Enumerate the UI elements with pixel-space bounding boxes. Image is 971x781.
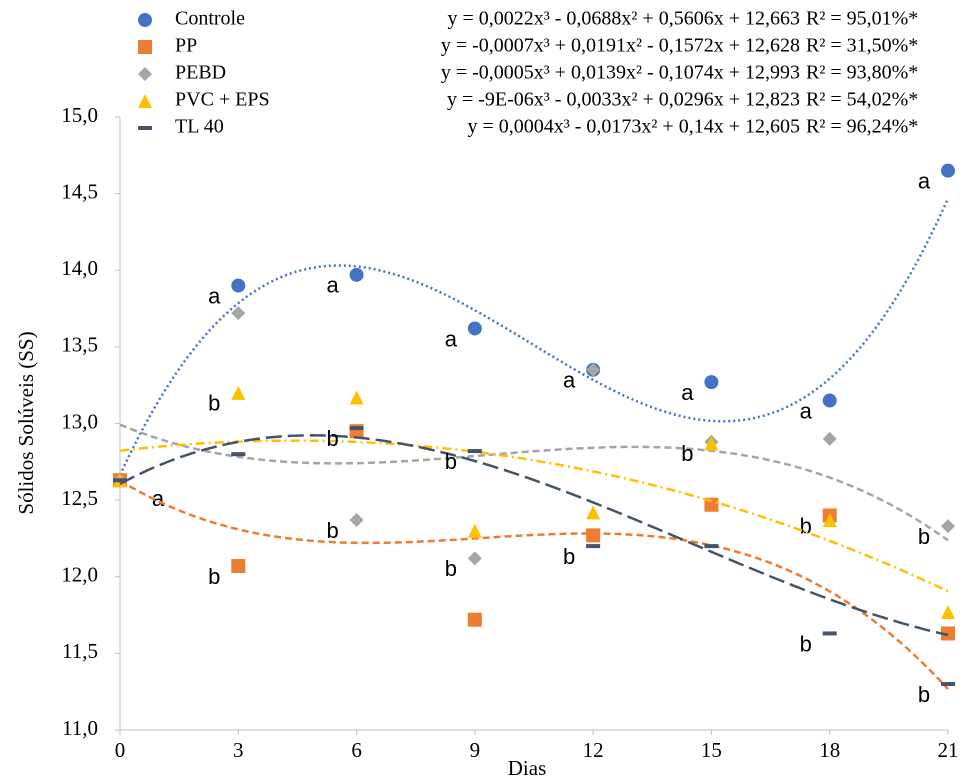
y-tick-label: 13,0 — [61, 409, 98, 433]
data-point — [467, 523, 482, 538]
data-point — [349, 426, 364, 431]
x-tick-label: 6 — [351, 738, 362, 762]
significance-letter: b — [208, 391, 220, 416]
significance-letter: b — [563, 544, 575, 569]
data-point — [586, 544, 601, 549]
r-squared: R² = 31,50%* — [806, 35, 918, 57]
data-point — [941, 682, 955, 687]
legend-marker — [138, 126, 152, 130]
trend-line — [119, 439, 949, 593]
trend-line — [119, 479, 949, 690]
data-point — [349, 513, 364, 528]
significance-letter: b — [800, 513, 812, 538]
data-point — [941, 163, 955, 178]
y-axis-title: Sólidos Solúveis (SS) — [14, 331, 38, 514]
significance-letter: a — [918, 168, 931, 193]
legend-marker — [138, 94, 152, 108]
r-squared: R² = 54,02%* — [806, 89, 918, 111]
r-squared: R² = 95,01%* — [806, 8, 918, 30]
y-tick-label: 12,0 — [61, 563, 98, 587]
trend-line — [119, 423, 949, 542]
data-point — [349, 390, 364, 405]
equation: y = -0,0007x³ + 0,0191x² - 0,1572x + 12,… — [441, 35, 800, 57]
data-point — [941, 626, 955, 641]
data-point — [941, 519, 955, 534]
y-tick-label: 11,0 — [62, 716, 98, 740]
y-tick-label: 14,5 — [61, 179, 98, 203]
data-point — [349, 267, 364, 282]
data-point — [704, 544, 719, 549]
r-squared: R² = 96,24%* — [806, 116, 918, 138]
legend-label: TL 40 — [175, 116, 224, 138]
data-point — [704, 436, 719, 451]
data-point — [231, 452, 246, 457]
legend-marker — [138, 40, 152, 54]
significance-letter: b — [445, 449, 457, 474]
legend-label: PVC + EPS — [175, 89, 270, 111]
x-tick-label: 18 — [819, 738, 840, 762]
legend-label: PP — [175, 35, 197, 57]
significance-letter: b — [800, 631, 812, 656]
legend-label: PEBD — [175, 62, 226, 84]
data-point — [467, 551, 482, 566]
x-axis-title: Dias — [508, 756, 547, 780]
significance-letter: b — [918, 524, 930, 549]
y-tick-label: 14,0 — [61, 256, 98, 280]
data-point — [231, 306, 246, 321]
significance-letter: a — [208, 283, 221, 308]
y-tick-label: 12,5 — [61, 486, 98, 510]
y-tick-label: 13,5 — [61, 333, 98, 357]
legend-marker — [138, 67, 152, 81]
equation: y = 0,0004x³ - 0,0173x² + 0,14x + 12,605 — [468, 116, 801, 138]
significance-letter: b — [326, 518, 338, 543]
significance-letter: b — [681, 441, 693, 466]
data-point — [231, 559, 246, 574]
significance-letter: b — [918, 682, 930, 707]
x-tick-label: 3 — [233, 738, 244, 762]
equation: y = -0,0005x³ + 0,0139x² - 0,1074x + 12,… — [441, 62, 800, 84]
significance-letter: b — [208, 564, 220, 589]
significance-letter: a — [563, 368, 576, 393]
x-tick-label: 12 — [583, 738, 604, 762]
data-point — [586, 528, 601, 543]
r-squared: R² = 93,80%* — [806, 62, 918, 84]
data-point — [467, 449, 482, 454]
data-point — [822, 513, 837, 528]
legend-label: Controle — [175, 8, 245, 30]
data-point — [231, 278, 246, 293]
trend-line — [119, 434, 949, 637]
equation: y = 0,0022x³ - 0,0688x² + 0,5606x + 12,6… — [448, 8, 801, 30]
significance-letter: b — [326, 426, 338, 451]
equation: y = -9E-06x³ - 0,0033x² + 0,0296x + 12,8… — [447, 89, 800, 111]
data-point — [231, 385, 246, 400]
data-point — [113, 478, 127, 483]
data-point — [704, 375, 719, 390]
data-point — [586, 362, 601, 377]
data-point — [586, 505, 601, 520]
x-tick-label: 15 — [701, 738, 722, 762]
data-point — [822, 393, 837, 408]
x-tick-label: 9 — [470, 738, 481, 762]
y-tick-label: 11,5 — [62, 639, 98, 663]
significance-letter: a — [445, 326, 458, 351]
significance-letter: a — [152, 486, 165, 511]
significance-letter: b — [445, 556, 457, 581]
data-point — [467, 321, 482, 336]
y-tick-label: 15,0 — [61, 103, 98, 127]
significance-letter: a — [800, 398, 813, 423]
x-tick-label: 21 — [938, 738, 959, 762]
data-point — [822, 631, 837, 636]
data-point — [467, 612, 482, 627]
significance-letter: a — [681, 380, 694, 405]
legend-marker — [138, 13, 152, 27]
x-tick-label: 0 — [115, 738, 126, 762]
trend-line — [118, 197, 950, 476]
data-point — [822, 431, 837, 446]
significance-letter: a — [326, 273, 339, 298]
data-point — [941, 604, 955, 619]
